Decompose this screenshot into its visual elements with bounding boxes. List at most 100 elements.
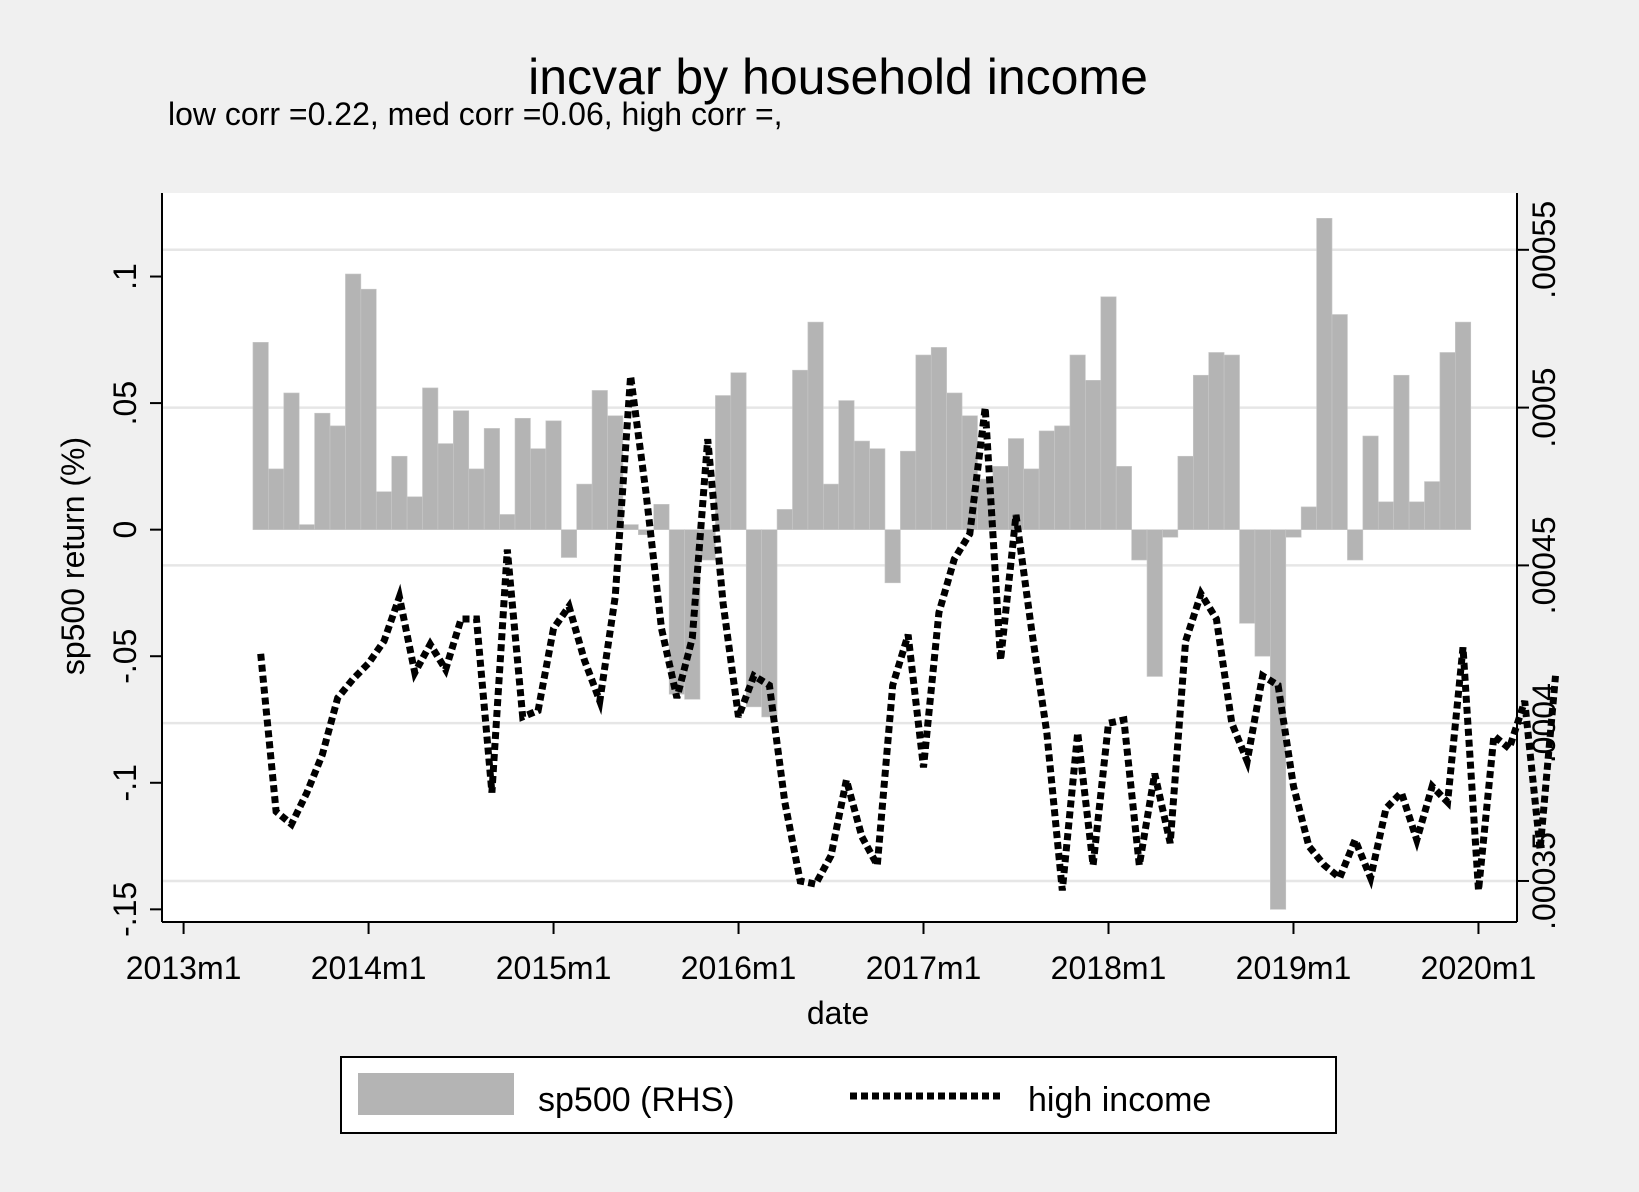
left-y-tick-label: -.15 [107, 882, 143, 937]
sp500-bar [1347, 529, 1364, 561]
left-y-tick-label: .05 [107, 381, 143, 425]
plot-area [162, 193, 1517, 922]
sp500-bar [884, 529, 901, 584]
sp500-bar [468, 468, 485, 530]
sp500-bar [823, 483, 840, 530]
sp500-bar [1331, 314, 1348, 530]
sp500-bar [1377, 501, 1394, 530]
sp500-bar [1439, 352, 1456, 530]
sp500-bar [314, 412, 331, 530]
sp500-bar [653, 504, 670, 530]
x-tick-label: 2017m1 [866, 950, 982, 986]
x-tick-label: 2014m1 [311, 950, 427, 986]
sp500-bar [1177, 455, 1194, 530]
legend-label-bar: sp500 (RHS) [538, 1081, 735, 1119]
left-y-tick-label: .1 [107, 263, 143, 290]
sp500-bar [375, 491, 392, 530]
right-y-axis-ticks: .00035 .0004 .00045 .0005 .00055 [1517, 201, 1562, 930]
x-tick-label: 2013m1 [126, 950, 242, 986]
right-y-tick-label: .00045 [1526, 516, 1562, 614]
legend-swatch-bar [358, 1073, 514, 1115]
sp500-bar [268, 468, 285, 530]
sp500-bar [1069, 354, 1086, 530]
sp500-bar [761, 529, 778, 718]
sp500-bar [252, 342, 269, 530]
sp500-bar [1192, 374, 1209, 530]
left-y-tick-label: -.05 [107, 629, 143, 684]
sp500-bar [1316, 218, 1333, 530]
sp500-bar [1085, 380, 1102, 530]
y-axis-label: sp500 return (%) [55, 437, 91, 675]
sp500-bar [1424, 481, 1441, 530]
left-y-tick-label: 0 [107, 521, 143, 539]
sp500-bar [1408, 501, 1425, 530]
sp500-bar [591, 390, 608, 530]
sp500-bar [514, 417, 531, 530]
x-tick-label: 2020m1 [1421, 950, 1537, 986]
sp500-bar [360, 288, 377, 530]
sp500-bar [1254, 529, 1271, 657]
sp500-bar [483, 428, 500, 530]
sp500-bar [406, 496, 423, 530]
left-y-axis-ticks: -.15 -.1 -.05 0 .05 .1 [107, 263, 162, 937]
sp500-bars [252, 218, 1472, 910]
x-tick-label: 2019m1 [1236, 950, 1352, 986]
sp500-bar [329, 425, 346, 530]
sp500-bar [730, 372, 747, 530]
sp500-bar [622, 524, 639, 530]
chart-title: incvar by household income [528, 49, 1148, 105]
right-y-tick-label: .00055 [1526, 201, 1562, 299]
sp500-bar [1115, 466, 1132, 530]
left-y-tick-label: -.1 [107, 764, 143, 801]
sp500-bar [391, 455, 408, 530]
sp500-bar [1455, 321, 1472, 530]
sp500-bar [1239, 529, 1256, 624]
sp500-bar [298, 524, 315, 530]
sp500-bar [1054, 425, 1071, 530]
x-axis-ticks: 2013m1 2014m1 2015m1 2016m1 2017m1 2018m1 2019… [126, 922, 1537, 986]
sp500-bar [1162, 529, 1179, 538]
x-axis-label: date [807, 995, 869, 1031]
sp500-bar [576, 483, 593, 530]
x-tick-label: 2016m1 [681, 950, 797, 986]
legend-label-line: high income [1028, 1081, 1211, 1119]
sp500-bar [930, 347, 947, 530]
sp500-bar [715, 395, 732, 530]
sp500-bar [1131, 529, 1148, 561]
sp500-bar [545, 420, 562, 530]
sp500-bar [1146, 529, 1163, 677]
sp500-bar [900, 450, 917, 530]
sp500-bar [560, 529, 577, 558]
sp500-bar [437, 443, 454, 530]
sp500-bar [422, 387, 439, 530]
high-income-line [257, 375, 1559, 891]
sp500-bar [807, 321, 824, 530]
sp500-bar [1208, 352, 1225, 530]
sp500-bar [869, 448, 886, 530]
sp500-bar [1300, 506, 1317, 530]
right-y-tick-label: .0004 [1526, 683, 1562, 763]
sp500-bar [530, 448, 547, 530]
sp500-bar [283, 392, 300, 530]
sp500-bar [838, 400, 855, 530]
sp500-bar [1285, 529, 1302, 538]
sp500-bar [1100, 296, 1117, 530]
sp500-bar [1393, 374, 1410, 530]
right-y-tick-label: .0005 [1526, 368, 1562, 448]
x-tick-label: 2015m1 [496, 950, 612, 986]
sp500-bar [345, 273, 362, 530]
sp500-bar [946, 392, 963, 530]
chart-subtitle: low corr =0.22, med corr =0.06, high cor… [168, 96, 783, 132]
sp500-bar [499, 514, 516, 530]
sp500-bar [1023, 468, 1040, 530]
right-y-tick-label: .00035 [1526, 832, 1562, 930]
sp500-bar [915, 354, 932, 530]
sp500-bar [1362, 435, 1379, 530]
sp500-bar [853, 440, 870, 530]
x-tick-label: 2018m1 [1051, 950, 1167, 986]
sp500-bar [1038, 430, 1055, 530]
sp500-bar [453, 410, 470, 530]
sp500-bar [792, 369, 809, 530]
sp500-bar [1223, 354, 1240, 530]
